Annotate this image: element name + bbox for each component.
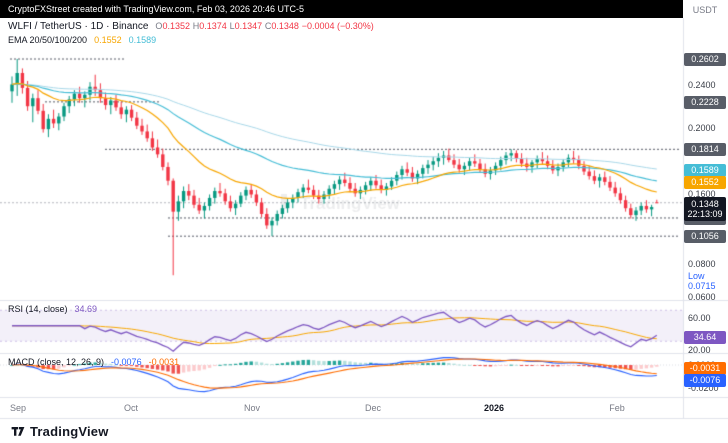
rsi-tick: 20.00 (688, 345, 711, 355)
change-value: −0.0004 (−0.30%) (301, 21, 374, 31)
tradingview-logo-icon (11, 427, 25, 436)
macd-signal-badge: -0.0031 (684, 362, 726, 375)
price-tick: 0.0600 (688, 292, 716, 302)
level-price-badge: 0.2602 (684, 53, 726, 66)
price-tick: 0.1600 (688, 189, 716, 199)
macd-tick: -0.0200 (688, 383, 719, 393)
level-price-badge: 0.2228 (684, 96, 726, 109)
open-value: 0.1352 (162, 21, 190, 31)
time-label-feb[interactable]: Feb (609, 403, 625, 413)
high-label: H (192, 21, 200, 31)
bar-countdown: 22:13:09 (687, 209, 723, 219)
ema-label[interactable]: EMA 20/50/100/200 (8, 35, 88, 45)
time-label-sep[interactable]: Sep (9, 403, 27, 413)
rsi-title[interactable]: RSI (14, close) (8, 304, 68, 314)
session-low-value: 0.0715 (688, 281, 716, 291)
time-label-nov[interactable]: Nov (243, 403, 261, 413)
rsi-tick: 60.00 (688, 313, 711, 323)
price-tick: 0.2000 (688, 123, 716, 133)
macd-indicator-header[interactable]: MACD (close, 12, 26, 9) -0.0076 -0.0031 (8, 357, 179, 367)
macd-line-badge: -0.0076 (684, 374, 726, 387)
time-label-2026[interactable]: 2026 (483, 403, 505, 413)
open-label: O (155, 21, 163, 31)
macd-signal-value: -0.0031 (148, 357, 180, 367)
rsi-indicator-header[interactable]: RSI (14, close) 34.69 (8, 304, 97, 314)
rsi-badge: 34.64 (684, 331, 726, 344)
rsi-value: 34.69 (74, 304, 98, 314)
time-label-oct[interactable]: Oct (123, 403, 139, 413)
level-price-badge: 0.1056 (684, 230, 726, 243)
high-value: 0.1374 (199, 21, 227, 31)
low-label: L (229, 21, 235, 31)
close-value: 0.1348 (271, 21, 299, 31)
time-label-dec[interactable]: Dec (364, 403, 382, 413)
ema50-value: 0.1589 (128, 35, 157, 45)
macd-value: -0.0076 (111, 357, 142, 367)
symbol-title[interactable]: WLFI / TetherUS · 1D · Binance (8, 21, 149, 32)
session-low-label: Low (688, 271, 705, 281)
tradingview-brand-text[interactable]: TradingView (30, 424, 109, 439)
level-price-badge: 0.1814 (684, 143, 726, 156)
ema20-price-badge: 0.1552 (684, 176, 726, 189)
last-price-badge: 0.1348 22:13:09 (684, 197, 726, 221)
symbol-header[interactable]: WLFI / TetherUS · 1D · Binance O0.1352 H… (8, 21, 374, 32)
attribution-text: CryptoFXStreet created with TradingView.… (8, 4, 304, 14)
price-tick: 0.2400 (688, 80, 716, 90)
ema50-price-badge: 0.1589 (684, 164, 726, 177)
low-value: 0.1347 (234, 21, 263, 31)
close-label: C (264, 21, 272, 31)
attribution-bar: CryptoFXStreet created with TradingView.… (0, 0, 683, 18)
ohlc-readout: O0.1352 H0.1374 L0.1347 C0.1348 −0.0004 … (155, 21, 373, 32)
last-price-value: 0.1348 (691, 199, 719, 209)
quote-currency-label: USDT (692, 5, 718, 15)
macd-title[interactable]: MACD (close, 12, 26, 9) (8, 357, 105, 367)
ema20-value: 0.1552 (94, 35, 122, 45)
ema-indicator-header[interactable]: EMA 20/50/100/200 0.1552 0.1589 (8, 35, 156, 45)
price-tick: 0.0800 (688, 259, 716, 269)
